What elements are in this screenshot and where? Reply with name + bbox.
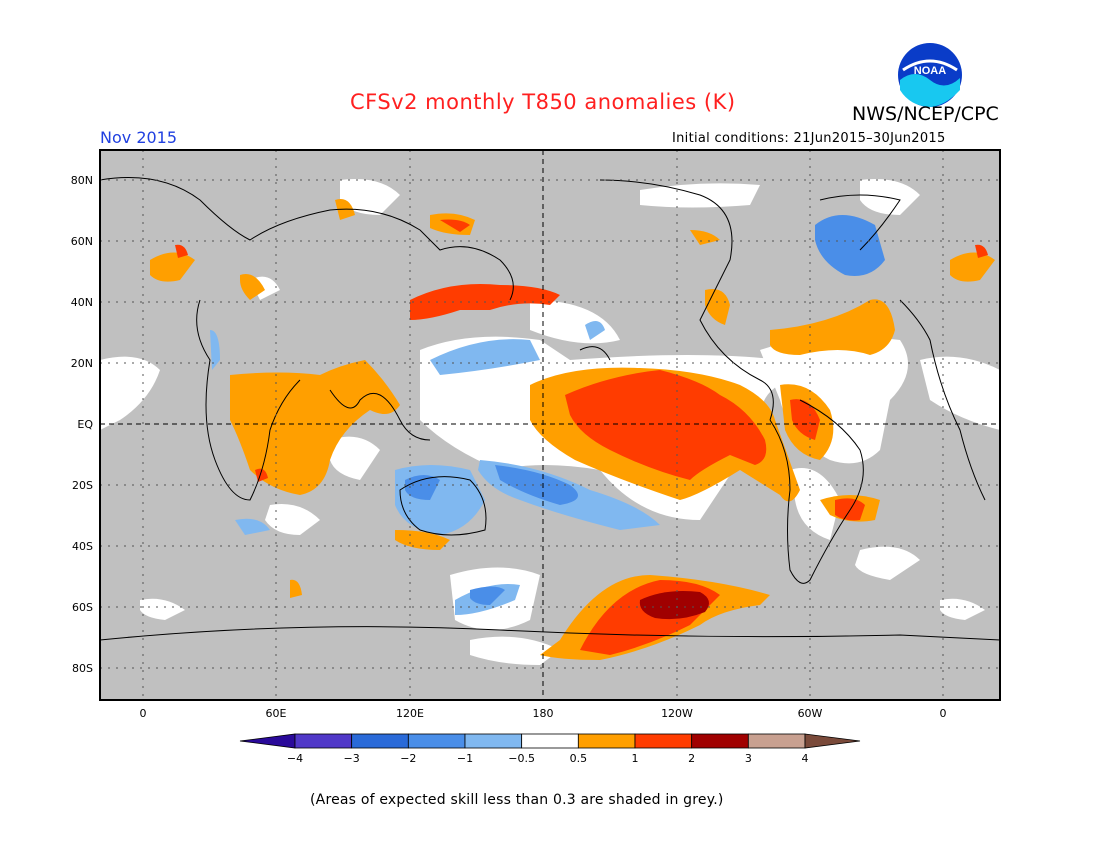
lat-label: 40S xyxy=(72,540,93,553)
colorbar-segment xyxy=(747,733,806,749)
lon-label: 0 xyxy=(140,707,147,720)
positive-anomaly-strong xyxy=(639,591,709,620)
colorbar-segment xyxy=(407,733,466,749)
colorbar-segment xyxy=(239,733,296,749)
reference-lines xyxy=(100,150,1000,700)
colorbar-tick-label: 0.5 xyxy=(570,752,588,765)
svg-text:NOAA: NOAA xyxy=(914,65,946,77)
colorbar-segment xyxy=(691,733,749,749)
coastlines xyxy=(99,177,1001,641)
lon-label: 120W xyxy=(661,707,693,720)
colorbar-segment xyxy=(634,733,693,749)
colorbar-segment xyxy=(804,733,861,749)
colorbar-tick-label: −3 xyxy=(344,752,360,765)
lon-label: 120E xyxy=(396,707,424,720)
positive-anomaly-mid xyxy=(175,219,988,655)
noaa-logo: NOAA xyxy=(895,40,965,114)
forecast-month: Nov 2015 xyxy=(100,128,178,147)
map-area xyxy=(99,149,1001,701)
colorbar-segment xyxy=(464,733,523,749)
agency-label: NWS/NCEP/CPC xyxy=(852,103,999,125)
colorbar-tick-label: 4 xyxy=(802,752,809,765)
initial-conditions: Initial conditions: 21Jun2015–30Jun2015 xyxy=(672,131,946,146)
lon-label: 60W xyxy=(798,707,823,720)
colorbar: −4 −3 −2 −1 −0.5 0.5 1 2 3 4 xyxy=(239,733,861,765)
lat-label: 80S xyxy=(72,662,93,675)
colorbar-segment xyxy=(294,733,353,749)
colorbar-tick-label: −4 xyxy=(287,752,303,765)
lon-label: 0 xyxy=(940,707,947,720)
lat-label: 80N xyxy=(71,174,93,187)
colorbar-tick-label: 3 xyxy=(745,752,752,765)
colorbar-tick-label: −1 xyxy=(457,752,473,765)
negative-anomaly-mid xyxy=(405,215,885,605)
lat-label: 40N xyxy=(71,296,93,309)
lon-label: 180 xyxy=(533,707,554,720)
lon-label: 60E xyxy=(266,707,287,720)
colorbar-segment xyxy=(521,733,579,749)
grid-lines xyxy=(100,150,1000,700)
colorbar-tick-label: −2 xyxy=(400,752,416,765)
map-title: CFSv2 monthly T850 anomalies (K) xyxy=(350,90,736,114)
lat-label: 60N xyxy=(71,235,93,248)
colorbar-segment xyxy=(351,733,409,749)
lat-label: EQ xyxy=(77,418,93,431)
colorbar-tick-label: −0.5 xyxy=(508,752,535,765)
lat-label: 20S xyxy=(72,479,93,492)
colorbar-segment xyxy=(577,733,636,749)
colorbar-tick-label: 1 xyxy=(632,752,639,765)
lat-label: 60S xyxy=(72,601,93,614)
colorbar-tick-label: 2 xyxy=(688,752,695,765)
longitude-labels: 0 60E 120E 180 120W 60W 0 xyxy=(140,707,947,720)
lat-label: 20N xyxy=(71,357,93,370)
latitude-labels: 80N 60N 40N 20N EQ 20S 40S 60S 80S xyxy=(71,174,94,675)
footnote: (Areas of expected skill less than 0.3 a… xyxy=(310,792,724,808)
